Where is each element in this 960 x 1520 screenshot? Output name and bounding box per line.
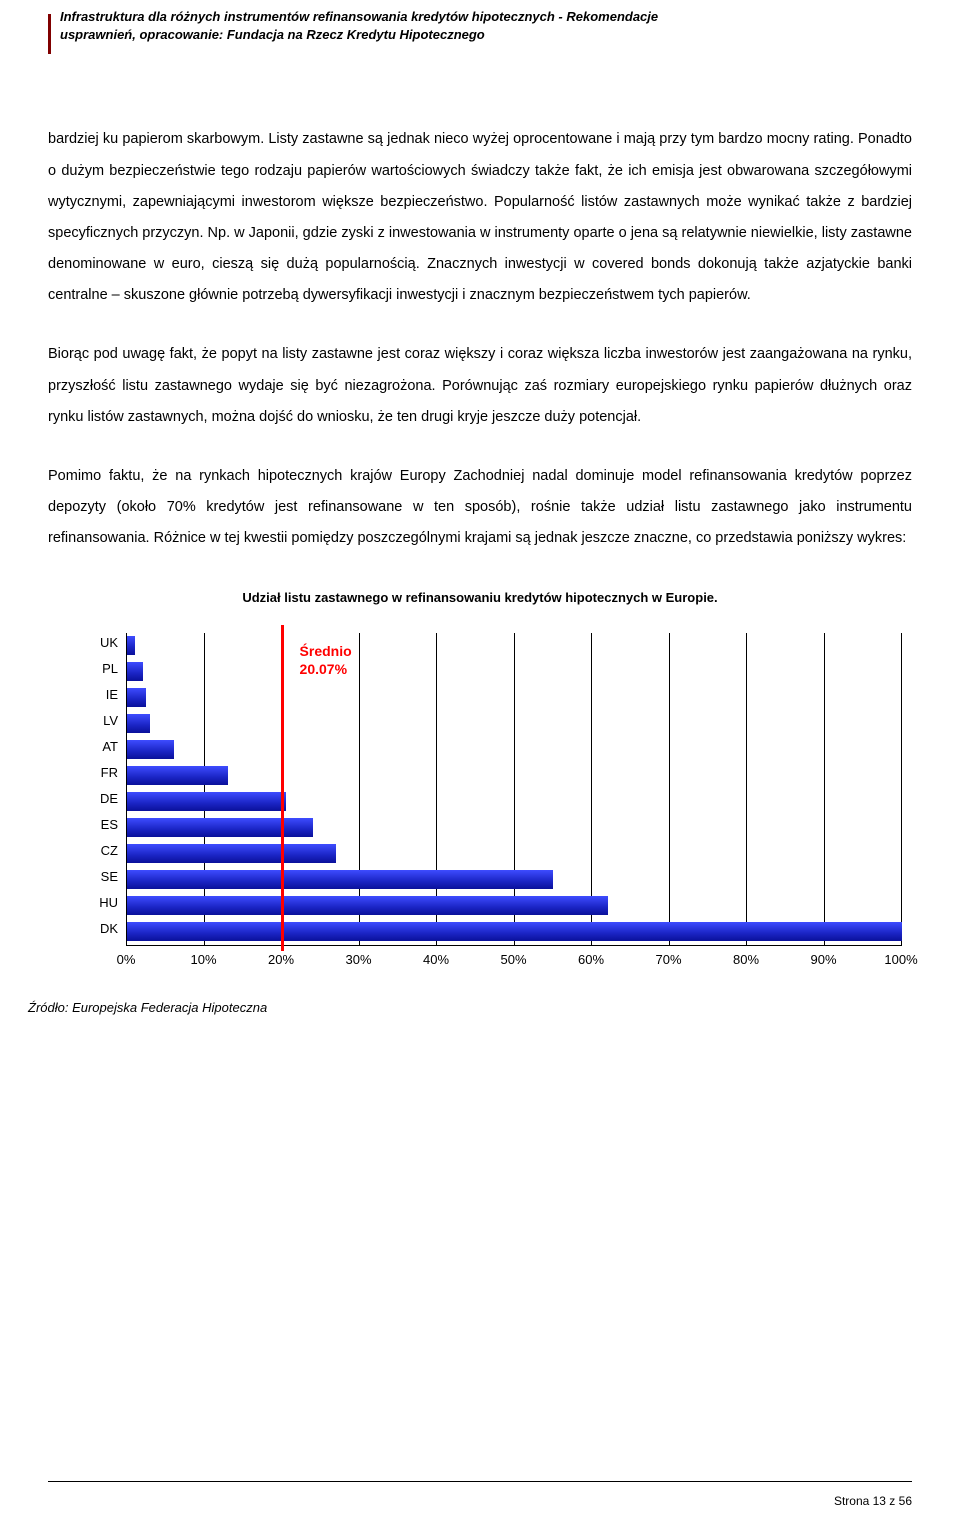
x-tick-label: 10% <box>190 952 216 967</box>
bar-label: CZ <box>101 843 126 858</box>
bar-label: DK <box>100 921 126 936</box>
x-tick-label: 70% <box>655 952 681 967</box>
gridline <box>669 633 670 945</box>
bar <box>127 922 902 941</box>
bar <box>127 740 174 759</box>
header-rule <box>48 14 51 54</box>
avg-label-line2: 20.07% <box>300 661 352 679</box>
bar <box>127 636 135 655</box>
header-line-2: usprawnień, opracowanie: Fundacja na Rze… <box>60 26 912 44</box>
bar <box>127 662 143 681</box>
page-footer: Strona 13 z 56 <box>834 1494 912 1508</box>
bar <box>127 688 146 707</box>
avg-label: Średnio20.07% <box>300 643 352 678</box>
bar-label: ES <box>101 817 126 832</box>
gridline <box>746 633 747 945</box>
body-text: bardziej ku papierom skarbowym. Listy za… <box>48 124 912 554</box>
bar <box>127 714 150 733</box>
chart-wrap: UKPLIELVATFRDEESCZSEHUDKŚrednio20.07% 0%… <box>88 633 902 972</box>
x-tick-label: 0% <box>117 952 136 967</box>
bar-label: FR <box>101 765 126 780</box>
x-tick-label: 20% <box>268 952 294 967</box>
x-tick-label: 40% <box>423 952 449 967</box>
bar <box>127 766 228 785</box>
chart-title: Udział listu zastawnego w refinansowaniu… <box>48 590 912 605</box>
bar <box>127 870 553 889</box>
x-tick-label: 80% <box>733 952 759 967</box>
bar <box>127 818 313 837</box>
chart-source: Źródło: Europejska Federacja Hipoteczna <box>28 1000 912 1015</box>
chart-plot-area: UKPLIELVATFRDEESCZSEHUDKŚrednio20.07% <box>126 633 902 946</box>
avg-label-line1: Średnio <box>300 643 352 661</box>
bar-label: AT <box>102 739 126 754</box>
bar <box>127 792 286 811</box>
x-tick-label: 100% <box>884 952 917 967</box>
bar-label: UK <box>100 635 126 650</box>
paragraph-3: Pomimo faktu, że na rynkach hipotecznych… <box>48 461 912 555</box>
bar-label: PL <box>102 661 126 676</box>
paragraph-1: bardziej ku papierom skarbowym. Listy za… <box>48 124 912 311</box>
x-tick-label: 30% <box>345 952 371 967</box>
page: Infrastruktura dla różnych instrumentów … <box>0 0 960 1520</box>
x-tick-label: 90% <box>810 952 836 967</box>
x-tick-label: 50% <box>500 952 526 967</box>
paragraph-2: Biorąc pod uwagę fakt, że popyt na listy… <box>48 339 912 433</box>
header-block: Infrastruktura dla różnych instrumentów … <box>60 8 912 44</box>
bar <box>127 896 608 915</box>
avg-line <box>281 625 284 951</box>
header-line-1: Infrastruktura dla różnych instrumentów … <box>60 8 912 26</box>
bar-label: LV <box>103 713 126 728</box>
bar-label: IE <box>106 687 126 702</box>
x-axis: 0%10%20%30%40%50%60%70%80%90%100% <box>126 946 902 972</box>
x-tick-label: 60% <box>578 952 604 967</box>
gridline <box>824 633 825 945</box>
bar-label: SE <box>101 869 126 884</box>
bar-label: DE <box>100 791 126 806</box>
bar-label: HU <box>99 895 126 910</box>
bar <box>127 844 336 863</box>
footer-rule <box>48 1481 912 1482</box>
